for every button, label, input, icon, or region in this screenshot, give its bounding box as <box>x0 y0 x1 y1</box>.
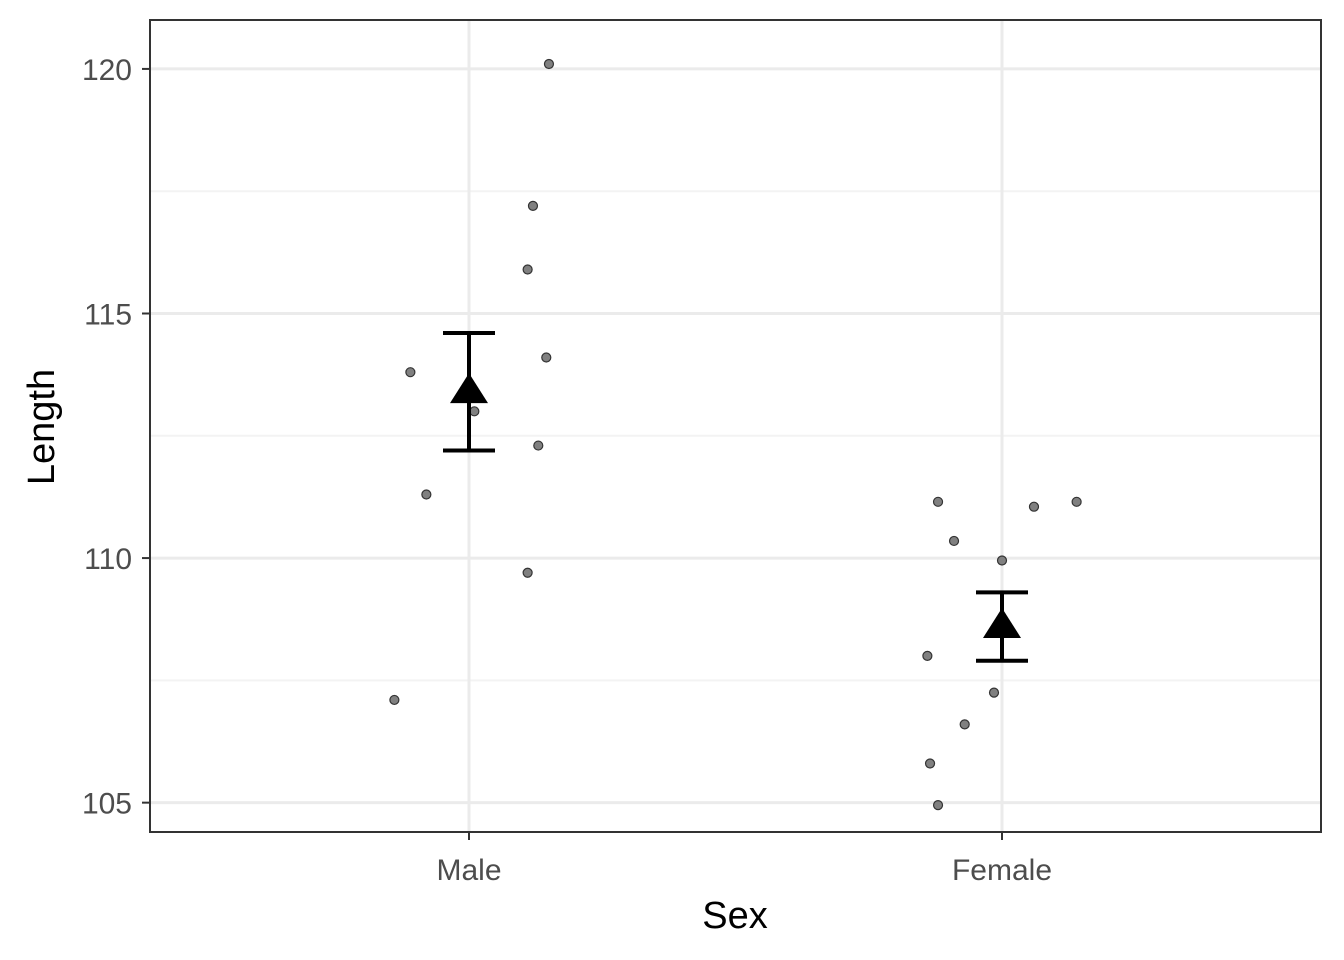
y-axis-title: Length <box>21 369 63 485</box>
data-point <box>527 200 539 211</box>
y-tick-label: 115 <box>84 298 132 331</box>
y-tick-label: 110 <box>84 543 132 576</box>
data-point <box>405 367 416 378</box>
mean-marker <box>983 607 1021 638</box>
y-tick-label: 120 <box>82 54 132 87</box>
data-point <box>922 650 933 662</box>
points-layer <box>389 58 1082 811</box>
data-point <box>389 694 400 706</box>
grid <box>150 20 1321 832</box>
data-point <box>522 264 533 275</box>
axes: 105 110 115 120 Male Female <box>82 54 1052 887</box>
data-point <box>932 496 944 507</box>
panel-border <box>149 19 1322 833</box>
data-point <box>1071 496 1082 507</box>
data-point <box>932 799 944 811</box>
data-point <box>522 567 533 578</box>
data-point <box>469 406 480 417</box>
data-point <box>421 489 432 500</box>
data-point <box>948 535 960 547</box>
data-point <box>541 352 552 363</box>
mean-marker <box>450 373 488 404</box>
x-axis-title: Sex <box>702 895 767 937</box>
data-point <box>924 758 936 769</box>
data-point <box>1028 501 1040 512</box>
summary-layer <box>443 331 1028 663</box>
data-point <box>543 58 555 70</box>
x-tick-label: Female <box>952 854 1052 887</box>
data-point <box>533 440 544 451</box>
panel-background <box>150 20 1321 832</box>
y-tick-label: 105 <box>82 788 132 821</box>
x-tick-label: Male <box>436 854 501 887</box>
data-point <box>996 555 1008 566</box>
data-point <box>959 719 970 730</box>
data-point <box>988 687 1000 698</box>
